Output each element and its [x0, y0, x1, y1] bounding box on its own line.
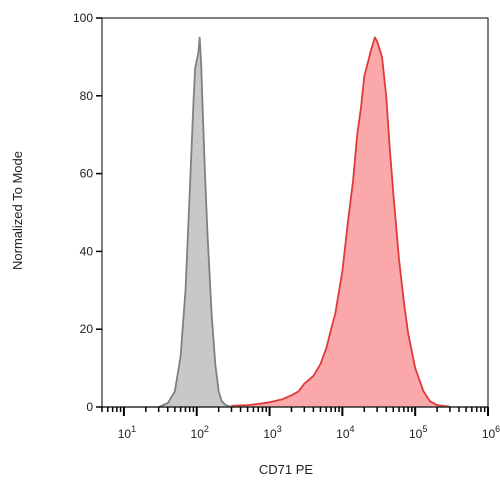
x-tick-base: 10	[336, 427, 350, 441]
axis-ticks	[96, 17, 489, 416]
x-axis-title: CD71 PE	[259, 462, 314, 477]
x-tick-exponent: 6	[495, 424, 500, 434]
y-tick-label: 0	[86, 400, 93, 414]
series-0-area	[158, 37, 234, 407]
x-tick-base: 10	[263, 427, 277, 441]
x-tick-exponent: 2	[204, 424, 209, 434]
plot-frame	[101, 17, 489, 408]
series-1-line	[231, 36, 451, 408]
series-1-area	[231, 37, 450, 407]
y-tick-label: 60	[80, 167, 94, 181]
x-tick-label: 104	[336, 424, 354, 441]
y-tick-label: 40	[80, 244, 94, 258]
x-tick-exponent: 5	[422, 424, 427, 434]
x-tick-exponent: 3	[277, 424, 282, 434]
y-tick-label: 20	[80, 322, 94, 336]
y-tick-label: 80	[80, 89, 94, 103]
x-tick-label: 105	[409, 424, 427, 441]
x-tick-label: 106	[482, 424, 500, 441]
x-tick-label: 101	[118, 424, 136, 441]
x-tick-label: 103	[263, 424, 281, 441]
plot-frame-group	[101, 17, 489, 408]
x-tick-base: 10	[191, 427, 205, 441]
x-tick-exponent: 1	[131, 424, 136, 434]
series-0-line	[158, 36, 234, 408]
y-tick-label: 100	[73, 11, 93, 25]
series-fills	[158, 36, 451, 408]
x-tick-exponent: 4	[350, 424, 355, 434]
y-axis-title: Normalized To Mode	[10, 151, 25, 270]
x-tick-base: 10	[409, 427, 423, 441]
x-tick-base: 10	[482, 427, 496, 441]
x-tick-base: 10	[118, 427, 132, 441]
x-tick-label: 102	[191, 424, 209, 441]
